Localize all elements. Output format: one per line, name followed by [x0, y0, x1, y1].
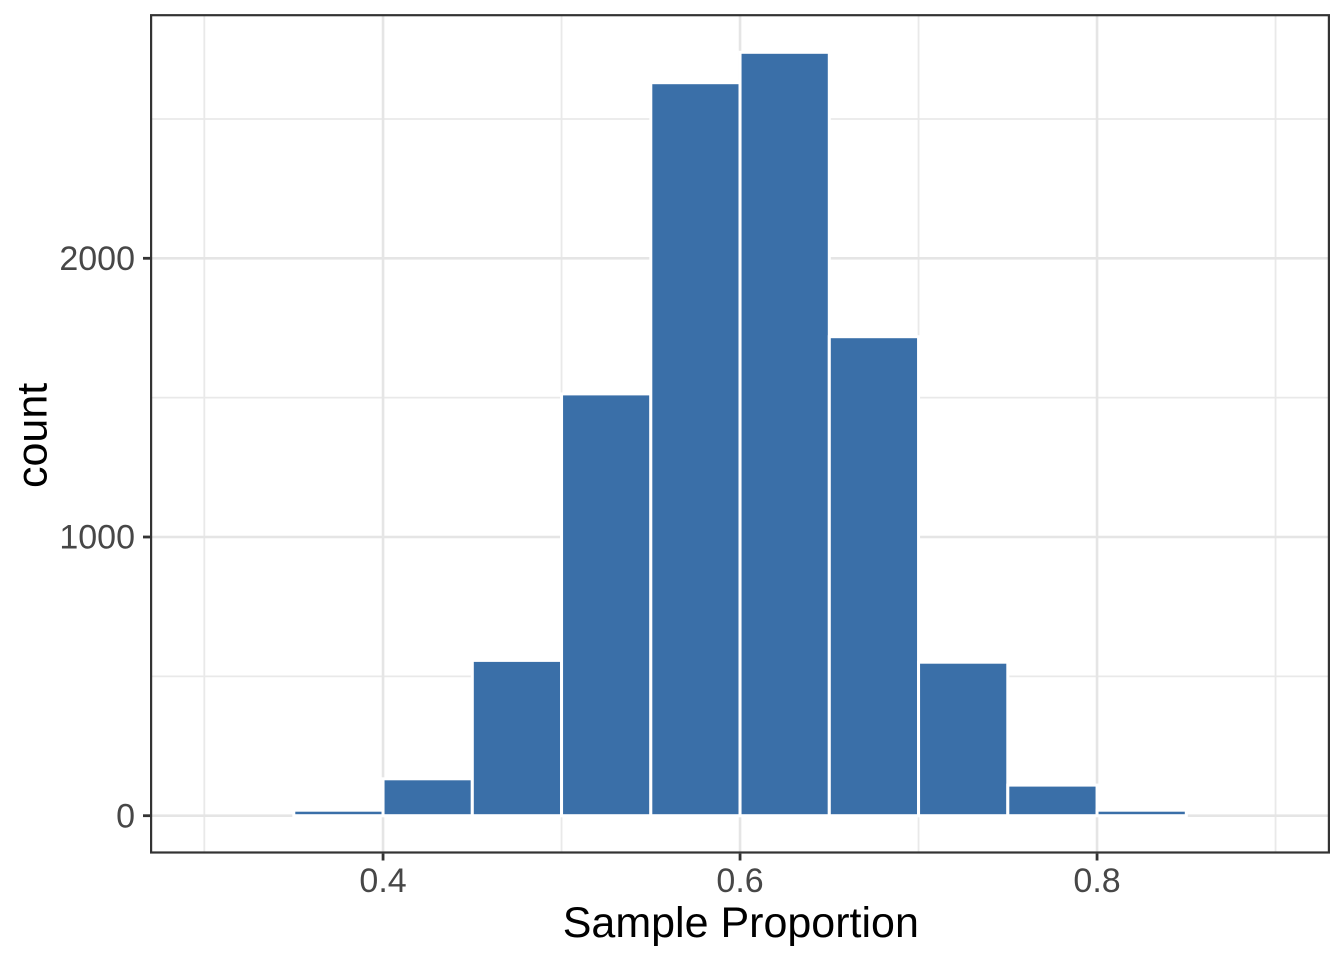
svg-text:0: 0: [116, 797, 135, 835]
svg-text:2000: 2000: [59, 240, 135, 278]
svg-text:Sample Proportion: Sample Proportion: [563, 899, 919, 947]
svg-text:0.6: 0.6: [716, 862, 763, 900]
svg-text:0.8: 0.8: [1073, 862, 1120, 900]
svg-text:count: count: [8, 383, 56, 488]
svg-text:1000: 1000: [59, 519, 135, 557]
svg-text:0.4: 0.4: [359, 862, 406, 900]
